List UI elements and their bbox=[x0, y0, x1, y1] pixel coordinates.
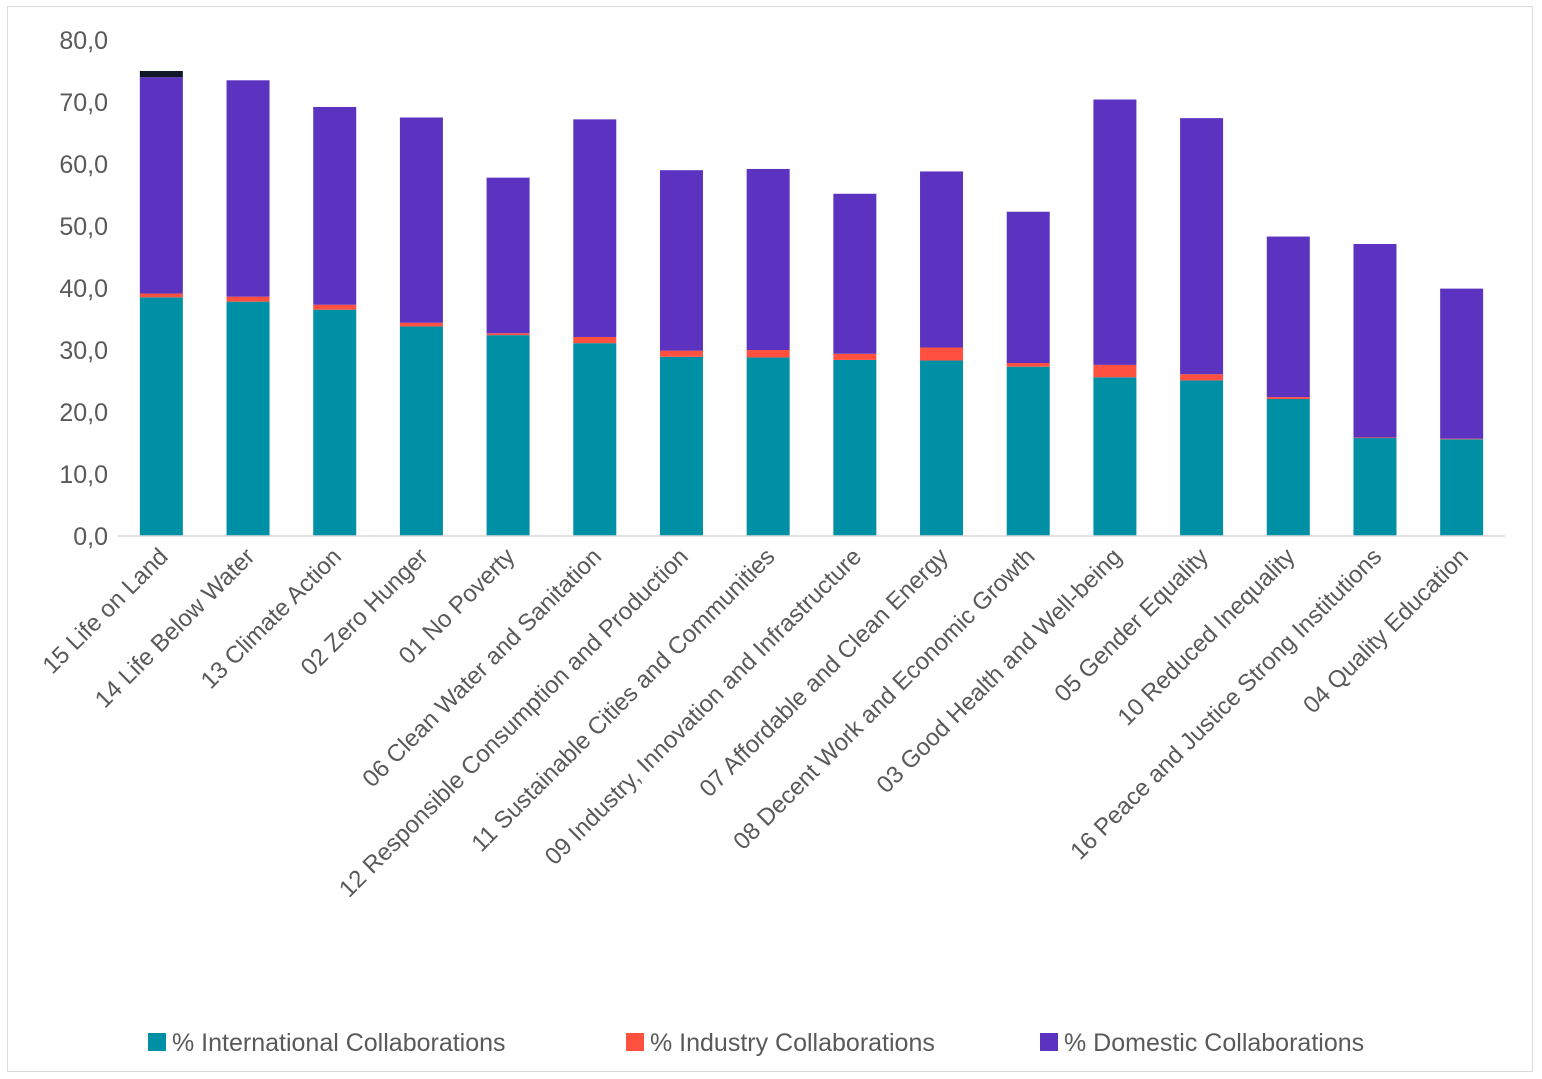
bar-segment-domestic bbox=[1093, 99, 1137, 365]
legend-label: % Domestic Collaborations bbox=[1064, 1029, 1364, 1057]
bar-segment-domestic bbox=[1180, 118, 1224, 375]
bar-segment-domestic bbox=[573, 119, 617, 337]
bar-segment-international bbox=[746, 357, 790, 536]
y-tick-label: 50,0 bbox=[59, 213, 108, 241]
x-category-label: 09 Industry, Innovation and Infrastructu… bbox=[540, 543, 867, 870]
bar-segment-domestic bbox=[833, 193, 877, 354]
bar-segment-international bbox=[313, 309, 357, 536]
y-tick-label: 0,0 bbox=[73, 523, 108, 551]
bar-segment-industry bbox=[746, 350, 790, 358]
bar-segment-international bbox=[1180, 380, 1224, 536]
bar-segment-domestic bbox=[1353, 243, 1397, 438]
bar-segment-industry bbox=[920, 347, 964, 361]
bar-segment-international bbox=[1006, 366, 1050, 536]
y-tick-label: 60,0 bbox=[59, 151, 108, 179]
y-tick-label: 70,0 bbox=[59, 89, 108, 117]
bar-segment-domestic bbox=[920, 171, 964, 348]
y-tick-label: 80,0 bbox=[59, 27, 108, 55]
bar-segment-industry bbox=[1180, 374, 1224, 381]
x-category-label: 16 Peace and Justice Strong Institutions bbox=[1065, 543, 1387, 865]
bar-segment-international bbox=[399, 326, 443, 536]
bar-segment-domestic bbox=[399, 117, 443, 323]
bar-segment-international bbox=[486, 335, 530, 536]
y-tick-label: 40,0 bbox=[59, 275, 108, 303]
bar-segment-international bbox=[226, 301, 270, 536]
bar-segment-domestic bbox=[313, 106, 357, 305]
x-category-label: 10 Reduced Inequality bbox=[1113, 543, 1301, 731]
bar-segment-international bbox=[659, 356, 703, 536]
y-tick-label: 20,0 bbox=[59, 399, 108, 427]
legend-swatch bbox=[626, 1033, 644, 1051]
x-category-label: 14 Life Below Water bbox=[90, 543, 260, 713]
bar-segment-international bbox=[573, 343, 617, 536]
legend-item-industry: % Industry Collaborations bbox=[626, 1029, 935, 1057]
bar-segment-domestic bbox=[139, 77, 183, 294]
bar-segment-industry bbox=[139, 293, 183, 298]
x-category-label: 08 Decent Work and Economic Growth bbox=[728, 543, 1040, 855]
bar-segment-industry bbox=[573, 336, 617, 344]
bar-segment-industry bbox=[1093, 364, 1137, 378]
bar-segment-international bbox=[920, 360, 964, 536]
bar-segment-industry bbox=[486, 333, 530, 336]
bar-segment-international bbox=[1440, 439, 1484, 536]
y-tick-label: 10,0 bbox=[59, 461, 108, 489]
bar-segment-international bbox=[139, 297, 183, 536]
legend-label: % International Collaborations bbox=[172, 1029, 506, 1057]
legend-item-international: % International Collaborations bbox=[148, 1029, 506, 1057]
bar-segment-international bbox=[1266, 398, 1310, 536]
bar-segment-extra bbox=[139, 71, 183, 78]
bar-segment-industry bbox=[659, 350, 703, 357]
bar-segment-domestic bbox=[226, 80, 270, 297]
bar-segment-domestic bbox=[746, 168, 790, 350]
bar-segment-industry bbox=[313, 304, 357, 310]
y-axis-tick-labels: 0,0 10,0 20,0 30,0 40,0 50,0 60,0 70,0 80,0 bbox=[59, 27, 108, 551]
bar-segment-domestic bbox=[1266, 236, 1310, 398]
bar-segment-industry bbox=[1266, 397, 1310, 399]
bar-segment-industry bbox=[1353, 437, 1397, 439]
x-category-label: 11 Sustainable Cities and Communities bbox=[466, 543, 780, 857]
bar-segment-industry bbox=[833, 353, 877, 360]
legend-swatch bbox=[148, 1033, 166, 1051]
bar-segment-industry bbox=[399, 322, 443, 327]
bar-segment-international bbox=[1093, 377, 1137, 536]
bar-segment-industry bbox=[226, 296, 270, 302]
bar-segment-domestic bbox=[1440, 288, 1484, 439]
legend-swatch bbox=[1040, 1033, 1058, 1051]
bar-segment-domestic bbox=[659, 170, 703, 351]
legend-label: % Industry Collaborations bbox=[650, 1029, 935, 1057]
x-category-label: 04 Quality Education bbox=[1298, 543, 1474, 719]
bar-segment-industry bbox=[1006, 363, 1050, 367]
bar-segment-international bbox=[1353, 438, 1397, 536]
bar-segment-industry bbox=[1440, 438, 1484, 440]
legend: % International Collaborations % Industry… bbox=[148, 1029, 1364, 1057]
legend-item-domestic: % Domestic Collaborations bbox=[1040, 1029, 1364, 1057]
x-category-label: 05 Gender Equality bbox=[1049, 543, 1213, 707]
bars-group bbox=[139, 71, 1484, 536]
bar-segment-international bbox=[833, 359, 877, 536]
bar-segment-domestic bbox=[1006, 211, 1050, 364]
bar-segment-domestic bbox=[486, 177, 530, 334]
y-tick-label: 30,0 bbox=[59, 337, 108, 365]
